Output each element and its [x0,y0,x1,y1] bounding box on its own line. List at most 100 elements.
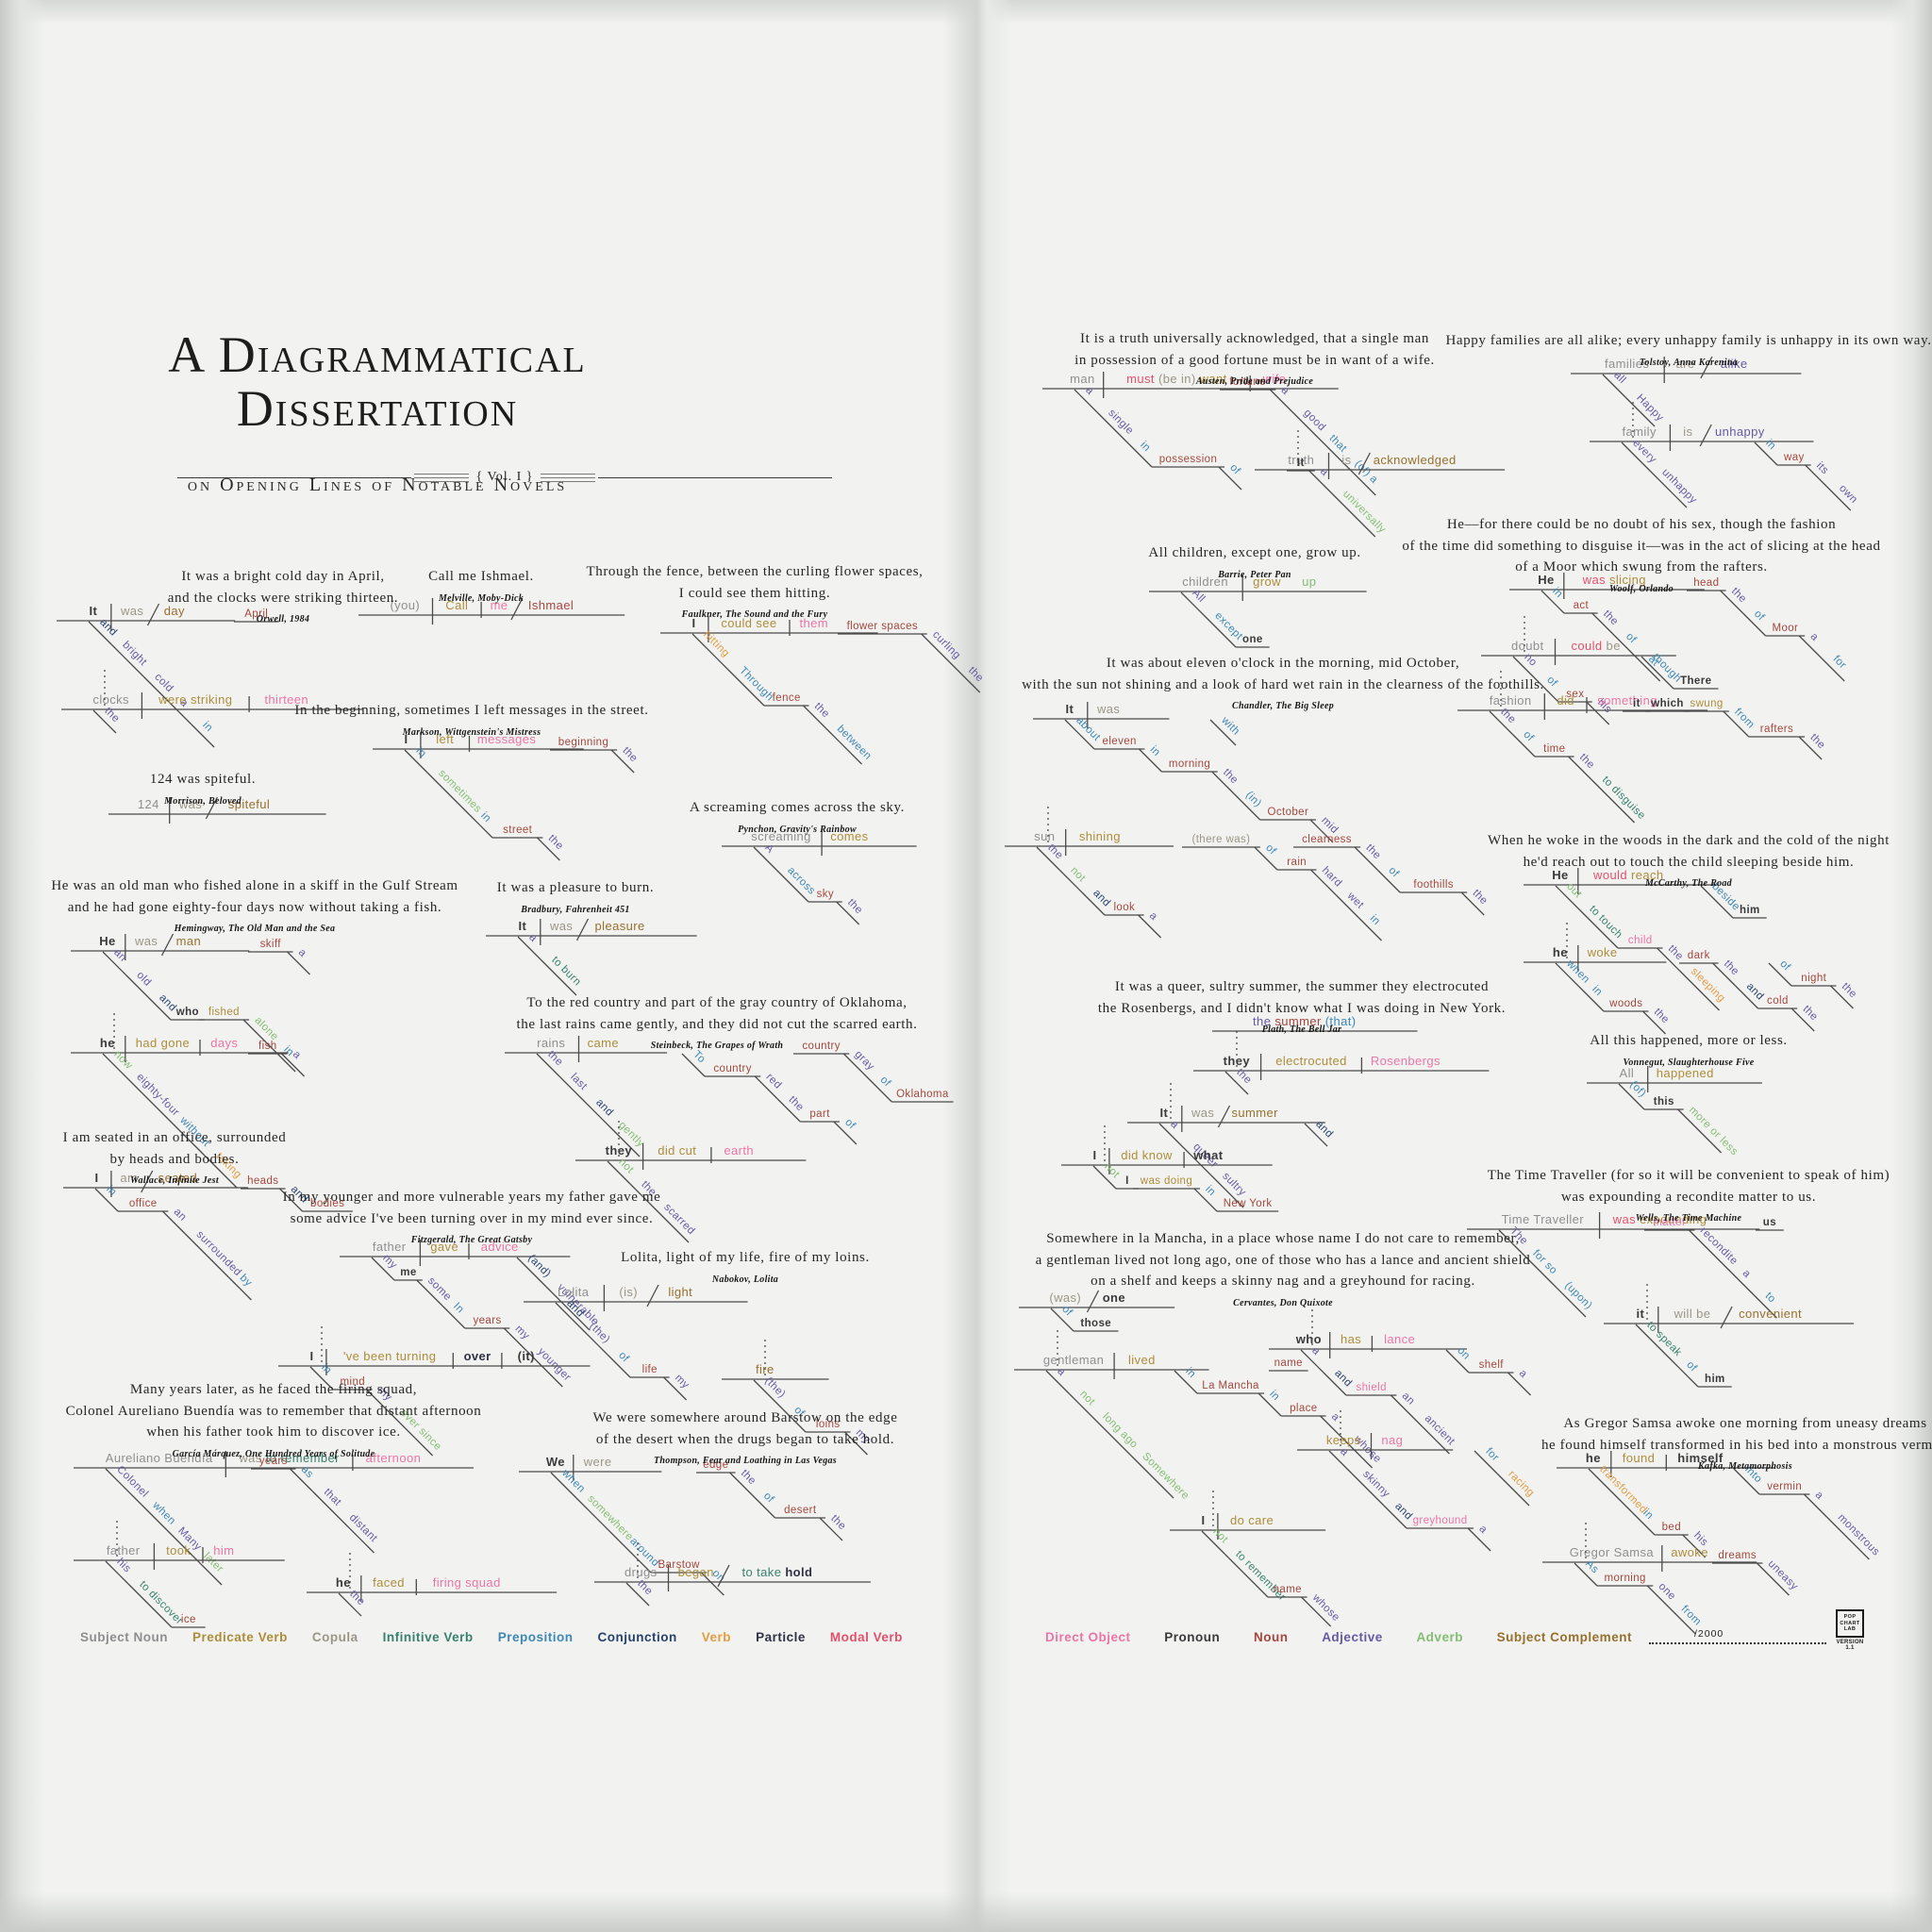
diagram-line [1756,1562,1790,1596]
slanted-word: a [1476,1524,1489,1536]
slanted-word: to [1763,1291,1778,1306]
diagram-line [1036,846,1060,871]
page-gutter-shadow [943,0,1013,1932]
quote-line: some advice I've been turning over in my… [290,1210,654,1226]
diagram-line [192,1555,223,1586]
quote-line: In my younger and more vulnerable years … [282,1190,661,1205]
diagram-word: cold [1767,995,1789,1007]
page-left-edge [0,0,45,1932]
slanted-word: between [835,724,874,762]
diagram-word: Barstow [658,1559,700,1571]
diagram-word: did know [1121,1148,1173,1162]
diagram-line [272,1048,296,1073]
diagram-line [1591,778,1636,824]
diagram-line [1768,962,1792,987]
slanted-word: a [291,1049,303,1061]
diagram-word: began [678,1565,714,1579]
diagram-word: of [1752,608,1767,624]
diagram-line [1591,612,1616,637]
diagram-word: whose [1309,1591,1341,1624]
diagram-line [1460,891,1485,916]
diagram-word: who [175,1007,199,1018]
diagram-word: the [812,701,832,721]
diagram-line [1342,462,1376,496]
diagram-word: in [319,1362,333,1376]
quote-line: The Time Traveller (for so it will be co… [1487,1168,1890,1183]
slanted-word: and [1332,1368,1354,1390]
quote-line: Somewhere in la Mancha, in a place whose… [1046,1231,1520,1246]
diagram-word: All [1620,1066,1635,1080]
slanted-word: to disguise [1600,774,1647,822]
diagram-line [833,1121,858,1145]
slanted-word: in [104,1184,118,1198]
diagram-word: a [1147,910,1159,923]
attribution: Steinbeck, The Grapes of Wrath [650,1041,784,1051]
diagram-line [868,1078,892,1103]
diagram-word: and [1313,1119,1335,1141]
diagram-line [1821,658,1845,682]
diagram-word: fish [258,1041,277,1052]
diagram-line [102,1053,126,1077]
diagram-word: Gregor Samsa [1570,1545,1655,1559]
diagram-word: of [761,1491,776,1506]
diagram-line [700,1572,724,1596]
diagram-word: between [835,724,874,762]
quote-line: Through the fence, between the curling f… [586,564,924,579]
diagram-line [1181,1145,1212,1176]
version-label: VERSION 1.1 [1836,1640,1864,1651]
slanted-word: good [1302,408,1328,434]
diagram-word: from [1679,1604,1704,1628]
diagram-word: in [281,1044,295,1058]
publisher-logo: POP CHART LAB [1836,1609,1864,1638]
diagram-entry: He was an old man who fished alone in a … [0,875,594,934]
diagram-entry: All this happened, more or less. Vonnegut… [1368,1030,1932,1068]
diagram-word: uneasy [1766,1558,1800,1592]
diagram-line [1798,736,1823,760]
diagram-line [1577,908,1619,949]
diagram-word: him [1740,905,1760,916]
slanted-word: hitting [701,629,731,659]
diagram-line [1650,471,1688,508]
diagram-word: shelf [1479,1359,1505,1371]
slanted-word: with [1219,714,1242,738]
slanted-word: the [1652,1007,1672,1026]
diagram-word: There [1680,675,1711,687]
diagram-line [1754,441,1778,466]
slanted-word: my [380,1253,399,1272]
slanted-word: a [1813,1490,1825,1502]
rule-double-line [414,473,470,482]
diagram-line [1621,441,1652,473]
slanted-word: not [616,1157,636,1176]
slanted-word: whose [1351,1433,1383,1465]
diagram-line [1158,1123,1183,1147]
diagram-word: rafters [1760,724,1793,735]
diagram-word: Moor [1772,623,1798,634]
page-top-edge [0,0,1932,25]
slanted-word: the [1577,752,1597,772]
diagram-line [1092,1165,1117,1190]
attribution: Chandler, The Big Sleep [1231,701,1335,711]
diagram-line [1201,1530,1225,1555]
slanted-word: all [1611,370,1627,386]
diagram-word: the [347,1589,367,1608]
slanted-word: when [150,1499,178,1527]
diagram-entry: To the red country and part of the gray … [377,992,1057,1051]
diagram-line [1568,756,1592,780]
diagram-word: unhappy [1659,467,1699,507]
slanted-word: of [1752,608,1767,624]
diagram-word: flower spaces [847,621,919,632]
diagram-word: (is) [619,1285,638,1299]
diagram-line [1445,1349,1470,1374]
slanted-word: old [134,970,153,989]
slanted-word: vulnerable [555,1282,601,1328]
diagram-line [227,1276,252,1301]
attribution: McCarthy, The Road [1645,878,1732,889]
diagram-word: from [1732,707,1757,731]
diagram-line [1291,411,1319,439]
diagram-word: in [1641,1507,1655,1522]
diagram-word: Lolita [558,1285,590,1299]
slanted-word: own [1837,483,1859,506]
attribution: Morrison, Beloved [164,795,242,807]
diagram-word: somewhere [585,1493,635,1543]
slanted-word: a [1055,1366,1067,1378]
